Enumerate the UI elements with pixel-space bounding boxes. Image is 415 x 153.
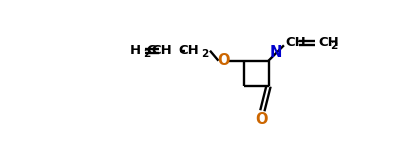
Text: CH: CH xyxy=(151,44,172,57)
Text: C: C xyxy=(147,44,156,57)
Text: 2: 2 xyxy=(201,49,208,59)
Text: CH: CH xyxy=(286,37,306,50)
Text: O: O xyxy=(255,112,268,127)
Text: 2: 2 xyxy=(143,49,150,59)
Text: H: H xyxy=(129,44,141,57)
Text: N: N xyxy=(269,45,282,60)
Text: O: O xyxy=(217,53,230,68)
Text: CH: CH xyxy=(178,44,199,57)
Text: 2: 2 xyxy=(330,41,337,51)
Text: CH: CH xyxy=(319,37,339,50)
